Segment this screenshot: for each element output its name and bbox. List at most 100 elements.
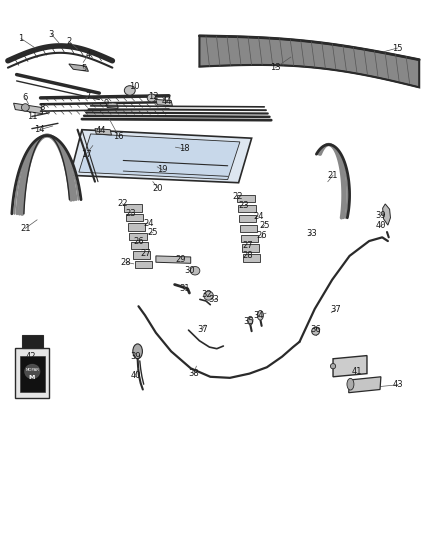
- Text: 26: 26: [256, 231, 267, 240]
- Polygon shape: [239, 215, 256, 222]
- Text: 21: 21: [328, 171, 338, 180]
- Text: 12: 12: [148, 92, 159, 101]
- Text: 28: 28: [243, 252, 254, 261]
- Text: 31: 31: [180, 284, 191, 293]
- Text: 2: 2: [66, 37, 71, 46]
- Text: 25: 25: [148, 228, 158, 237]
- Ellipse shape: [21, 104, 29, 111]
- Ellipse shape: [133, 344, 142, 359]
- Text: 28: 28: [120, 258, 131, 266]
- Text: 39: 39: [130, 352, 141, 361]
- Polygon shape: [199, 36, 419, 87]
- Polygon shape: [124, 205, 141, 212]
- Polygon shape: [131, 242, 148, 249]
- Text: 11: 11: [28, 112, 38, 122]
- Text: 18: 18: [179, 144, 190, 154]
- Text: 29: 29: [176, 255, 186, 264]
- Text: 44: 44: [162, 96, 172, 106]
- Text: 4: 4: [86, 50, 91, 59]
- Polygon shape: [242, 245, 259, 252]
- Polygon shape: [349, 377, 381, 393]
- Polygon shape: [95, 128, 112, 135]
- Ellipse shape: [248, 317, 253, 325]
- Ellipse shape: [124, 86, 135, 95]
- Polygon shape: [243, 254, 260, 262]
- Text: 10: 10: [129, 82, 139, 91]
- Text: 13: 13: [270, 63, 281, 72]
- Text: 23: 23: [239, 201, 249, 210]
- Text: 40: 40: [130, 370, 141, 379]
- Polygon shape: [333, 356, 367, 377]
- Text: 40: 40: [376, 221, 386, 230]
- Text: 25: 25: [259, 221, 270, 230]
- Text: 22: 22: [232, 192, 243, 201]
- Text: 42: 42: [26, 352, 36, 361]
- Ellipse shape: [147, 94, 156, 102]
- Polygon shape: [106, 102, 118, 109]
- Polygon shape: [240, 224, 257, 232]
- Polygon shape: [129, 232, 147, 240]
- Polygon shape: [133, 251, 150, 259]
- Polygon shape: [79, 134, 240, 180]
- Text: 44: 44: [95, 126, 106, 135]
- Ellipse shape: [312, 327, 320, 335]
- Text: 7: 7: [86, 92, 91, 101]
- Ellipse shape: [204, 291, 213, 300]
- Text: 36: 36: [310, 325, 321, 334]
- Text: 16: 16: [113, 132, 124, 141]
- Text: 30: 30: [184, 266, 195, 275]
- Text: 37: 37: [197, 325, 208, 334]
- Text: 22: 22: [117, 199, 127, 208]
- Polygon shape: [127, 223, 145, 231]
- Text: 21: 21: [20, 224, 31, 233]
- Text: 24: 24: [143, 219, 154, 228]
- Text: 23: 23: [126, 209, 136, 218]
- Text: 1: 1: [18, 34, 24, 43]
- Polygon shape: [238, 205, 255, 212]
- Text: 20: 20: [153, 183, 163, 192]
- Polygon shape: [14, 103, 43, 114]
- Polygon shape: [241, 235, 258, 242]
- Text: 33: 33: [306, 229, 317, 238]
- Polygon shape: [237, 195, 254, 203]
- Polygon shape: [15, 348, 49, 398]
- Text: 37: 37: [330, 305, 341, 314]
- Text: 41: 41: [352, 367, 362, 376]
- Text: $\bf{M}$: $\bf{M}$: [28, 373, 36, 381]
- Polygon shape: [69, 64, 88, 71]
- Text: 3: 3: [49, 30, 54, 39]
- Text: 35: 35: [243, 317, 254, 326]
- Text: 33: 33: [208, 295, 219, 304]
- Text: 34: 34: [254, 311, 265, 320]
- Polygon shape: [20, 356, 45, 392]
- Polygon shape: [70, 130, 252, 183]
- Text: 39: 39: [376, 211, 386, 220]
- Text: 43: 43: [393, 380, 404, 389]
- Text: 8: 8: [39, 103, 45, 112]
- Text: 32: 32: [201, 290, 212, 299]
- Text: 15: 15: [392, 44, 403, 53]
- Text: 5: 5: [81, 64, 87, 73]
- Ellipse shape: [190, 266, 200, 275]
- Text: 19: 19: [157, 166, 168, 174]
- Text: 38: 38: [188, 369, 199, 378]
- Text: MOPAR: MOPAR: [25, 368, 39, 373]
- Ellipse shape: [25, 364, 40, 379]
- Text: 14: 14: [35, 125, 45, 134]
- Text: 26: 26: [134, 237, 144, 246]
- Text: 17: 17: [81, 150, 92, 159]
- Polygon shape: [156, 256, 191, 263]
- Ellipse shape: [330, 364, 336, 369]
- Polygon shape: [134, 261, 152, 268]
- Polygon shape: [156, 100, 173, 106]
- Text: 27: 27: [243, 241, 254, 250]
- Ellipse shape: [347, 378, 354, 390]
- Text: 27: 27: [141, 249, 151, 258]
- Text: 24: 24: [253, 212, 263, 221]
- Ellipse shape: [257, 311, 263, 320]
- Text: 6: 6: [23, 93, 28, 102]
- Text: 9: 9: [103, 99, 109, 108]
- Polygon shape: [383, 204, 391, 225]
- Polygon shape: [126, 214, 143, 221]
- Polygon shape: [22, 335, 43, 348]
